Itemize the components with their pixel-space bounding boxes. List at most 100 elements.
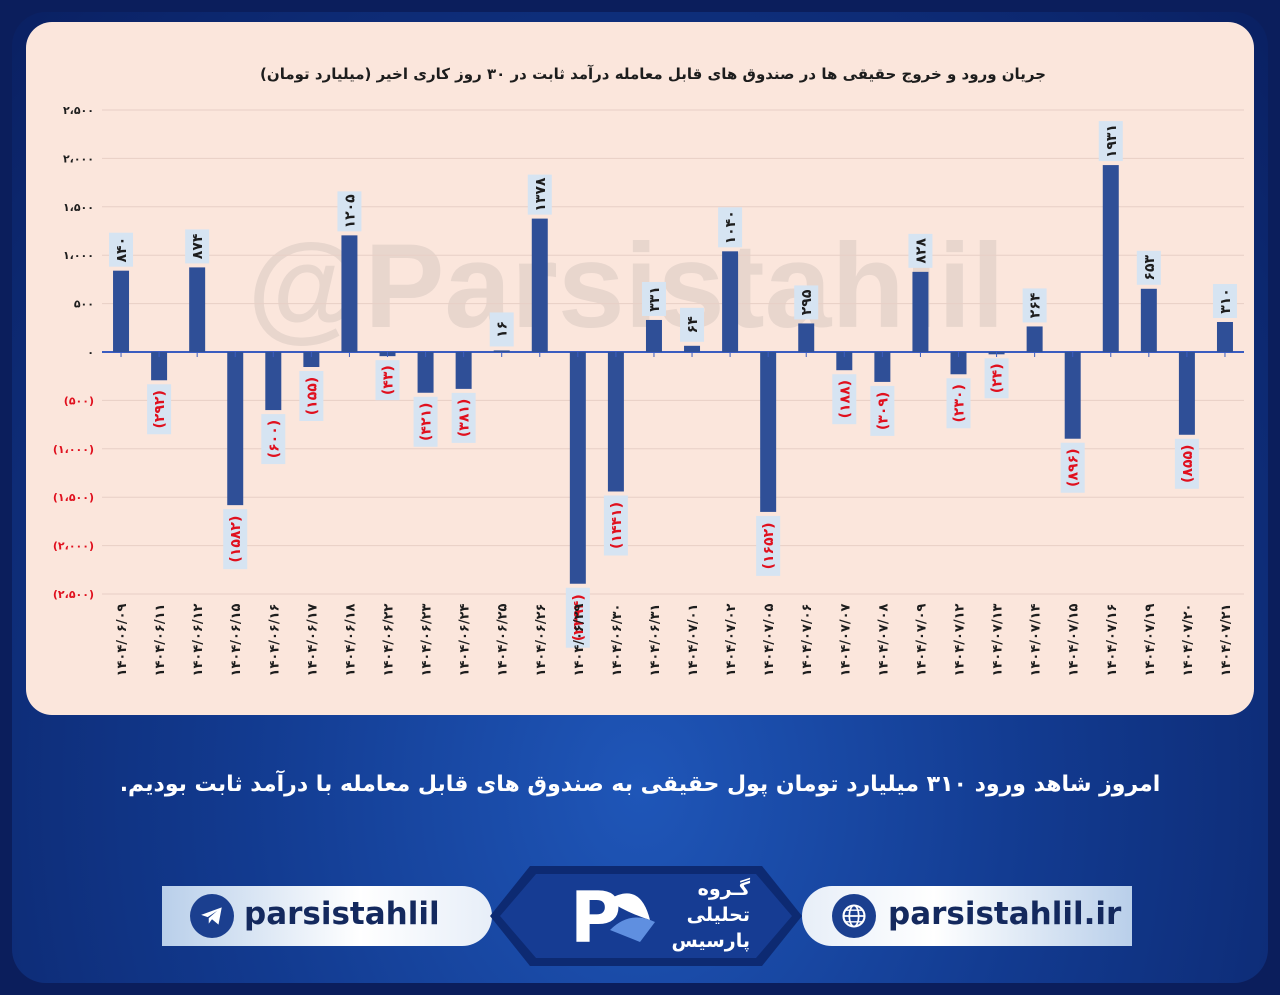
x-tick-label: ۱۴۰۴/۰۷/۰۵ [762,603,777,676]
bar [874,352,891,382]
y-tick-label: (۲،۵۰۰) [53,588,94,601]
bar [151,352,168,381]
data-label-box [756,515,781,576]
data-label-box [984,358,1009,399]
data-label-box [718,207,743,248]
data-label: (۱۵۵) [304,377,320,415]
bar [303,352,320,368]
data-label-box [641,281,666,316]
data-label-box [451,392,476,443]
data-label: (۱۴۴۱) [609,502,625,549]
x-tick-label: ۱۴۰۴/۰۶/۱۷ [305,603,320,676]
data-label-box [908,233,933,268]
data-label: (۲۹۲) [152,390,168,428]
x-tick-label: ۱۴۰۴/۰۷/۱۹ [1143,603,1158,676]
bar [531,218,548,352]
telegram-icon[interactable] [190,894,234,938]
y-tick-label: (۲،۰۰۰) [53,540,94,553]
bar [1102,165,1119,352]
bar [722,251,739,352]
x-tick-label: ۱۴۰۴/۰۶/۲۵ [496,603,511,676]
logo-line-1: گـروه [697,878,750,900]
y-tick-label: ۲،۰۰۰ [63,152,94,165]
x-tick-label: ۱۴۰۴/۰۷/۰۸ [876,603,891,676]
data-label-box [1136,250,1161,285]
data-label: ۶۴ [685,316,701,334]
x-tick-label: ۱۴۰۴/۰۷/۰۲ [724,603,739,676]
x-tick-label: ۱۴۰۴/۰۶/۲۳ [420,603,435,676]
data-label: ۶۵۳ [1142,255,1158,281]
x-tick-label: ۱۴۰۴/۰۷/۱۵ [1067,603,1082,676]
data-label: ۱۹۳۱ [1104,124,1120,158]
data-label-box [794,285,819,320]
data-label-box [603,495,628,556]
bar-chart: @Parsistahlil جریان ورود و خروج حقیقی ها… [53,65,1244,677]
data-label-box [832,374,857,425]
y-tick-label: ۰ [87,346,94,359]
x-tick-label: ۱۴۰۴/۰۶/۳۰ [610,604,625,677]
data-label-box [1174,438,1199,489]
brand-logo: P گـروه تحلیلی پارسیس [490,860,802,972]
chart-panel: @Parsistahlil جریان ورود و خروج حقیقی ها… [26,22,1254,715]
bar [912,271,929,352]
data-label-box [147,384,172,435]
bar [1140,288,1157,352]
x-tick-label: ۱۴۰۴/۰۷/۰۱ [686,604,701,677]
data-label-box [109,232,134,267]
x-tick-label: ۱۴۰۴/۰۷/۱۶ [1105,604,1120,677]
data-label: ۸۲۸ [913,238,929,264]
data-label: (۸۹۶) [1066,449,1082,487]
y-tick-label: ۱،۵۰۰ [63,201,94,214]
data-label-box [337,191,362,232]
data-label: ۲۶۴ [1028,292,1044,318]
x-tick-label: ۱۴۰۴/۰۶/۱۸ [343,603,358,676]
data-label-box [1098,121,1123,162]
x-tick-label: ۱۴۰۴/۰۶/۳۱ [648,604,663,677]
data-label-box [299,371,324,422]
data-label-box [413,396,438,447]
data-label-box [223,509,248,570]
x-tick-label: ۱۴۰۴/۰۷/۰۷ [838,603,853,676]
x-tick-label: ۱۴۰۴/۰۷/۲۱ [1219,604,1234,677]
bar [760,352,777,512]
data-label: (۲۳۰) [952,384,968,422]
data-label: (۱۸۸) [837,380,853,418]
x-tick-label: ۱۴۰۴/۰۷/۱۴ [1029,603,1044,676]
data-label-box [375,360,400,401]
x-tick-label: ۱۴۰۴/۰۶/۰۹ [115,603,130,676]
chart-title: جریان ورود و خروج حقیقی ها در صندوق های … [260,65,1046,83]
bar [569,352,586,584]
data-label: ۱۶ [495,321,511,338]
x-tick-label: ۱۴۰۴/۰۶/۲۲ [382,603,397,676]
data-label: (۳۰۹) [875,392,891,430]
x-tick-label: ۱۴۰۴/۰۷/۱۲ [953,603,968,676]
bar [1178,352,1195,435]
y-tick-label: (۵۰۰) [64,394,94,407]
bar [798,323,815,352]
bar [1064,352,1081,439]
bar [227,352,244,506]
data-label: (۶۰۰) [266,420,282,458]
bar [189,267,206,352]
bar [950,352,967,375]
bar [265,352,282,411]
data-label-box [185,229,210,264]
y-tick-label: ۲،۵۰۰ [63,104,94,117]
website-link[interactable]: parsistahlil.ir [888,896,1122,932]
x-tick-label: ۱۴۰۴/۰۶/۱۱ [153,604,168,677]
bar [493,350,510,352]
caption-text: امروز شاهد ورود ۳۱۰ میلیارد تومان پول حق… [119,772,1161,797]
bar [341,235,358,352]
data-label-box [489,312,514,347]
x-tick-label: ۱۴۰۴/۰۶/۱۵ [229,603,244,676]
x-tick-label: ۱۴۰۴/۰۷/۰۹ [914,603,929,676]
data-label: (۲۴) [990,363,1006,393]
globe-icon[interactable] [832,894,876,938]
data-label-box [261,414,286,465]
data-label: (۳۸۱) [457,399,473,437]
data-label: ۱۳۷۸ [533,177,549,212]
y-tick-label: ۵۰۰ [74,298,94,311]
data-label-box [565,587,590,648]
telegram-handle[interactable]: parsistahlil [244,896,440,932]
watermark-text: @Parsistahlil [247,219,1004,353]
